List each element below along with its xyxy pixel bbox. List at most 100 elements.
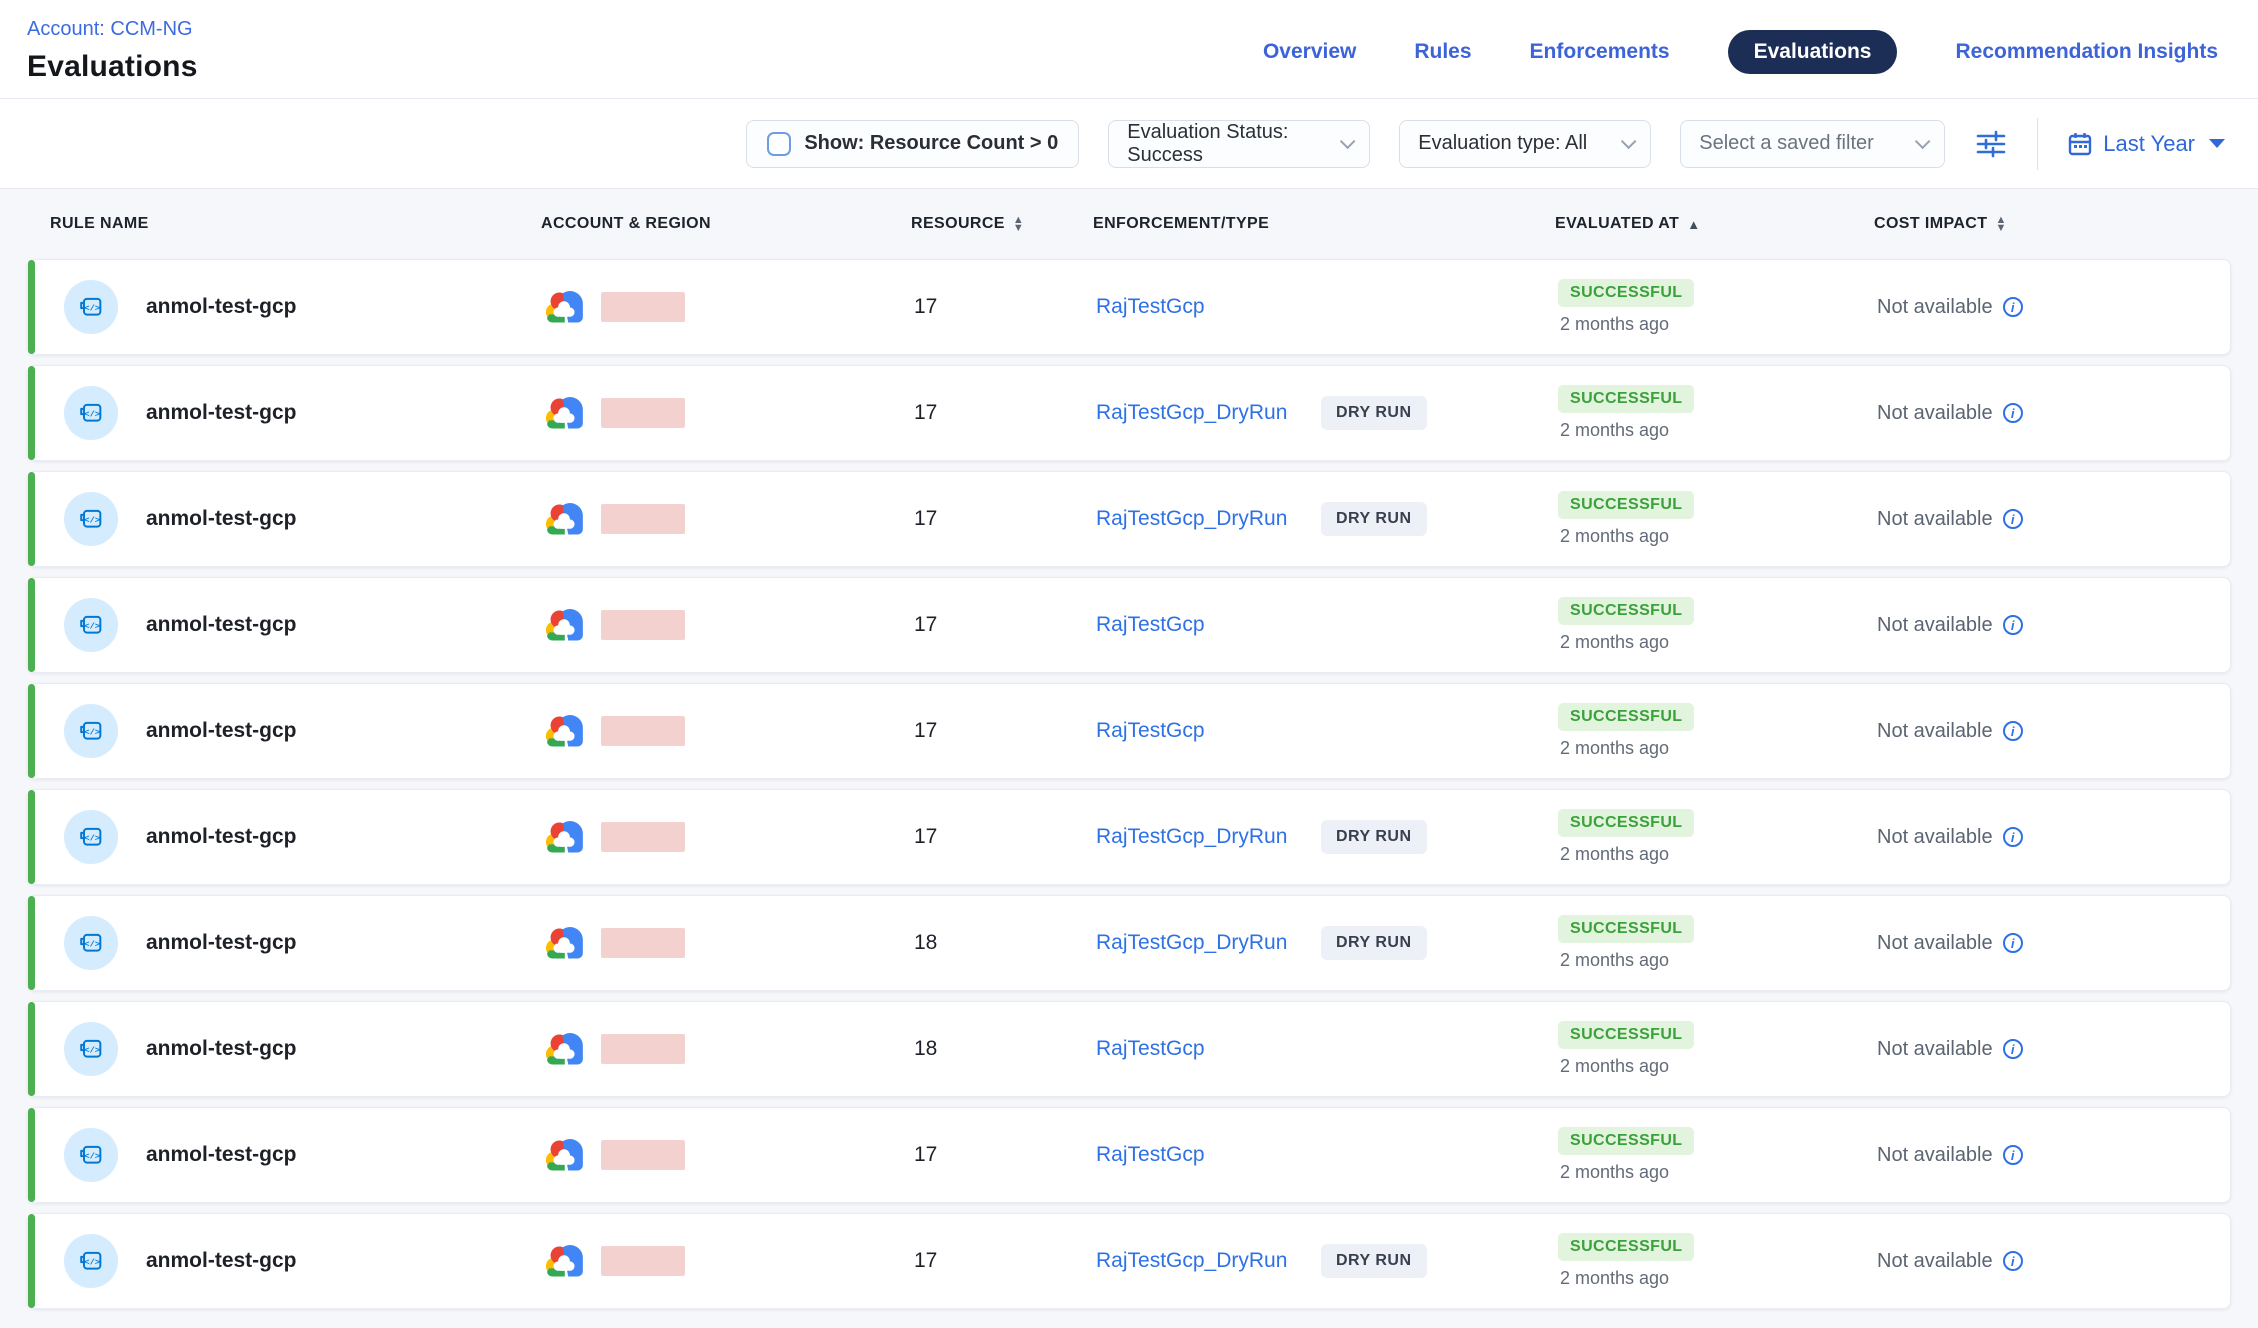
status-badge: SUCCESSFUL (1558, 915, 1695, 943)
filter-sliders-icon (1976, 130, 2006, 157)
column-header-account-region: ACCOUNT & REGION (541, 215, 711, 232)
page-title: Evaluations (27, 50, 198, 83)
redacted-account-id (601, 1246, 685, 1276)
saved-filter-dropdown[interactable]: Select a saved filter (1680, 119, 1946, 168)
info-icon[interactable]: i (2002, 1039, 2023, 1059)
resource-count: 18 (914, 1037, 938, 1060)
cost-impact-value: Not available (1877, 295, 1993, 318)
rule-script-icon: </> (80, 1145, 102, 1164)
enforcement-link[interactable]: RajTestGcp (1096, 719, 1205, 742)
gcp-logo-icon (545, 1032, 583, 1064)
enforcement-link[interactable]: RajTestGcp_DryRun (1096, 1249, 1288, 1272)
filter-sliders-button[interactable] (1974, 129, 2008, 159)
gcp-logo-icon (545, 1138, 583, 1170)
resource-count: 17 (914, 1143, 938, 1166)
info-icon[interactable]: i (2002, 615, 2023, 635)
sort-icon[interactable]: ▲ ▼ (1012, 214, 1025, 234)
filter-bar: Show: Resource Count > 0 Evaluation Stat… (0, 99, 2258, 189)
chevron-down-icon (1915, 133, 1931, 150)
top-header: Account: CCM-NG Evaluations Overview Rul… (0, 0, 2258, 99)
evaluation-type-value: Evaluation type: All (1418, 132, 1588, 154)
account-breadcrumb-link[interactable]: Account: CCM-NG (27, 18, 193, 40)
gcp-logo-icon (545, 1244, 583, 1276)
enforcement-link[interactable]: RajTestGcp_DryRun (1096, 507, 1288, 530)
table-row[interactable]: </> anmol-test-gcp 17 RajTest (27, 259, 2231, 355)
date-range-picker[interactable]: Last Year (2067, 131, 2225, 157)
tab-recommendation-insights[interactable]: Recommendation Insights (1955, 40, 2218, 63)
status-badge: SUCCESSFUL (1558, 279, 1695, 307)
tab-enforcements[interactable]: Enforcements (1529, 40, 1670, 63)
info-icon[interactable]: i (2002, 297, 2023, 317)
column-header-cost-impact[interactable]: COST IMPACT ▲ ▼ (1874, 214, 2007, 234)
table-row[interactable]: </> anmol-test-gcp 17 RajTest (27, 1107, 2231, 1203)
rule-script-icon: </> (80, 615, 102, 634)
cost-impact-value: Not available (1877, 401, 1993, 424)
rule-avatar: </> (64, 1234, 118, 1288)
cost-impact-value: Not available (1877, 719, 1993, 742)
rule-name: anmol-test-gcp (146, 1249, 297, 1272)
tab-overview[interactable]: Overview (1262, 40, 1357, 63)
enforcement-link[interactable]: RajTestGcp (1096, 295, 1205, 318)
enforcement-link[interactable]: RajTestGcp (1096, 613, 1205, 636)
table-row[interactable]: </> anmol-test-gcp 17 RajTest (27, 365, 2231, 461)
rule-avatar: </> (64, 598, 118, 652)
evaluation-type-dropdown[interactable]: Evaluation type: All (1399, 119, 1652, 168)
info-icon[interactable]: i (2002, 827, 2023, 847)
sort-ascending-icon[interactable]: ▲ (1687, 216, 1701, 232)
gcp-logo-icon (545, 926, 583, 958)
status-badge: SUCCESSFUL (1558, 1021, 1695, 1049)
rule-script-icon: </> (80, 721, 102, 740)
evaluation-status-value: Evaluation Status: Success (1127, 120, 1289, 166)
table-row[interactable]: </> anmol-test-gcp 17 RajTest (27, 577, 2231, 673)
info-icon[interactable]: i (2002, 721, 2023, 741)
info-icon[interactable]: i (2002, 509, 2023, 529)
dry-run-badge: DRY RUN (1321, 502, 1427, 536)
info-icon[interactable]: i (2002, 1251, 2023, 1271)
table-row[interactable]: </> anmol-test-gcp 17 RajTest (27, 683, 2231, 779)
gcp-logo-icon (545, 502, 583, 534)
enforcement-link[interactable]: RajTestGcp (1096, 1143, 1205, 1166)
rule-script-icon: </> (80, 403, 102, 422)
evaluated-time: 2 months ago (1560, 632, 1670, 652)
enforcement-link[interactable]: RajTestGcp_DryRun (1096, 931, 1288, 954)
info-icon[interactable]: i (2002, 1145, 2023, 1165)
tab-evaluations-active[interactable]: Evaluations (1727, 30, 1898, 74)
resource-count: 17 (914, 719, 938, 742)
rule-script-icon: </> (80, 509, 102, 528)
table-row[interactable]: </> anmol-test-gcp 18 RajTest (27, 895, 2231, 991)
enforcement-link[interactable]: RajTestGcp_DryRun (1096, 825, 1288, 848)
status-badge: SUCCESSFUL (1558, 1127, 1695, 1155)
resource-count-checkbox[interactable] (767, 131, 792, 156)
redacted-account-id (601, 822, 685, 852)
table-row[interactable]: </> anmol-test-gcp 18 RajTest (27, 1001, 2231, 1097)
column-header-resource[interactable]: RESOURCE ▲ ▼ (911, 214, 1025, 234)
rule-avatar: </> (64, 1128, 118, 1182)
enforcement-link[interactable]: RajTestGcp (1096, 1037, 1205, 1060)
rule-script-icon: </> (80, 827, 102, 846)
status-badge: SUCCESSFUL (1558, 1233, 1695, 1261)
resource-count: 17 (914, 295, 938, 318)
table-body: </> anmol-test-gcp 17 RajTest (27, 259, 2231, 1309)
cost-impact-value: Not available (1877, 1037, 1993, 1060)
info-icon[interactable]: i (2002, 403, 2023, 423)
rule-avatar: </> (64, 280, 118, 334)
resource-count: 17 (914, 401, 938, 424)
evaluated-time: 2 months ago (1560, 950, 1670, 970)
cost-impact-value: Not available (1877, 507, 1993, 530)
rule-avatar: </> (64, 492, 118, 546)
rule-avatar: </> (64, 810, 118, 864)
rule-avatar: </> (64, 386, 118, 440)
tab-rules[interactable]: Rules (1414, 40, 1472, 63)
enforcement-link[interactable]: RajTestGcp_DryRun (1096, 401, 1288, 424)
column-header-evaluated-at[interactable]: EVALUATED AT ▲ (1555, 215, 1701, 232)
table-row[interactable]: </> anmol-test-gcp 17 RajTest (27, 789, 2231, 885)
cost-impact-value: Not available (1877, 1249, 1993, 1272)
sort-icon[interactable]: ▲ ▼ (1995, 214, 2007, 234)
info-icon[interactable]: i (2002, 933, 2023, 953)
table-row[interactable]: </> anmol-test-gcp 17 RajTest (27, 1213, 2231, 1309)
evaluation-status-dropdown[interactable]: Evaluation Status: Success (1108, 119, 1371, 168)
rule-avatar: </> (64, 916, 118, 970)
resource-count-filter-toggle[interactable]: Show: Resource Count > 0 (746, 119, 1080, 168)
table-row[interactable]: </> anmol-test-gcp 17 RajTest (27, 471, 2231, 567)
column-header-rule-name: RULE NAME (50, 215, 149, 232)
